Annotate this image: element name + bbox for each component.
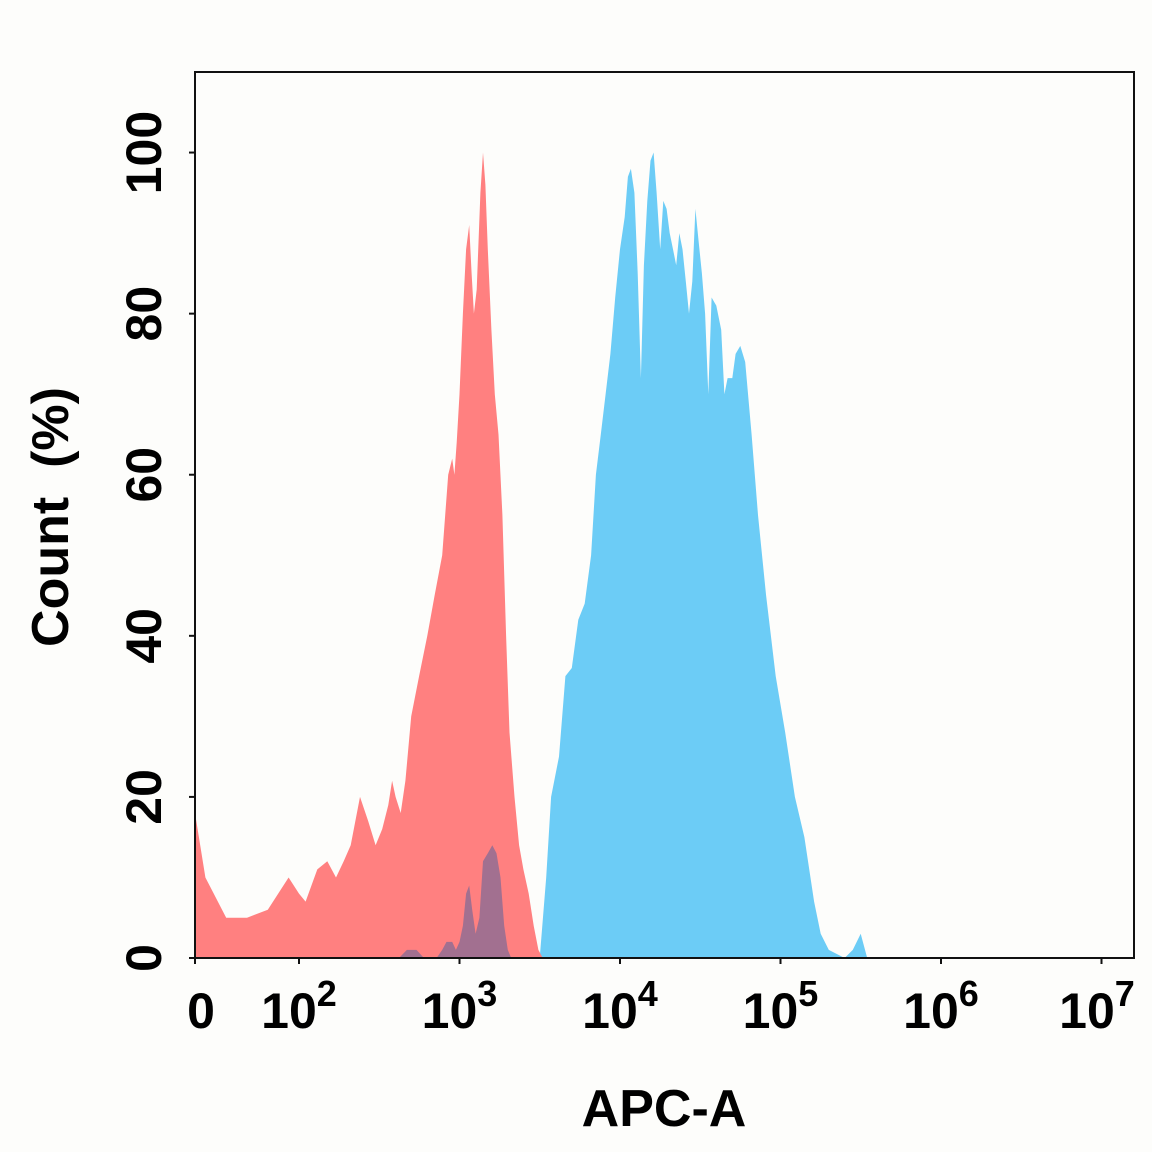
x-tick-label: 105 <box>743 973 819 1039</box>
histogram-areas <box>195 152 868 958</box>
plot-frame <box>194 71 1135 959</box>
y-axis-ticks: 0 20 40 60 80 100 <box>116 111 195 972</box>
x-tick-label: 106 <box>903 973 979 1039</box>
x-tick-label: 107 <box>1059 973 1135 1039</box>
y-tick-label: 40 <box>116 608 172 664</box>
y-axis-label: Count (%) <box>22 387 80 647</box>
x-tick-label: 104 <box>582 973 658 1039</box>
histogram-area-2 <box>195 152 543 958</box>
y-tick-label: 60 <box>116 447 172 503</box>
x-axis-ticks: 0 102 103 104 105 106 107 <box>187 958 1135 1039</box>
x-tick-label: 0 <box>187 983 215 1039</box>
x-tick-label: 102 <box>261 973 337 1039</box>
y-tick-label: 80 <box>116 286 172 342</box>
x-axis-label: APC-A <box>582 1080 747 1138</box>
y-tick-label: 20 <box>116 769 172 825</box>
histogram-area-3 <box>399 845 512 958</box>
x-tick-label: 103 <box>422 973 498 1039</box>
y-tick-label: 100 <box>116 111 172 194</box>
histogram-area-1 <box>539 152 868 958</box>
y-tick-label: 0 <box>116 944 172 972</box>
